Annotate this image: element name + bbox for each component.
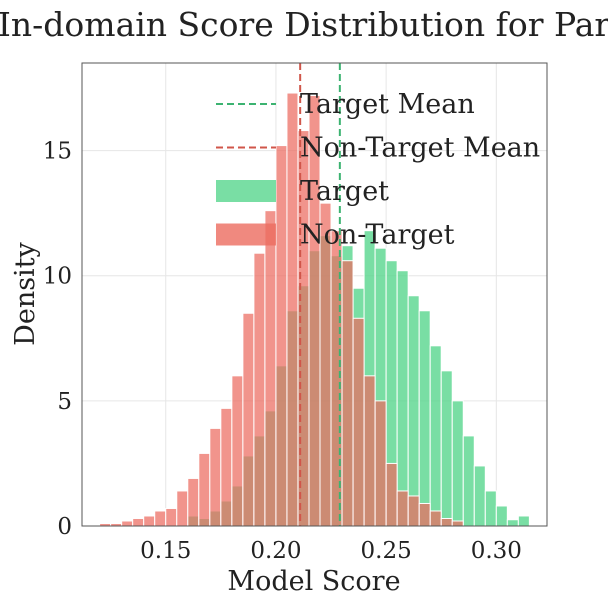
histogram-bar [363,375,376,527]
histogram-bar [407,495,420,527]
histogram-bar [517,515,530,527]
chart-title: In-domain Score Distribution for Park [0,5,608,44]
legend-item: Target [216,176,389,207]
legend-item: Non-Target [216,220,455,251]
histogram-bar [209,427,222,527]
legend-item: Target Mean [216,89,475,120]
histogram-bar [429,345,442,527]
histogram-bar [132,517,145,527]
histogram-bar [451,400,464,527]
histogram-bar [374,400,387,527]
plot-frame [81,62,548,527]
histogram-bar [462,435,475,527]
histogram-bar [396,490,409,527]
series-non-target [99,92,464,527]
legend-label: Target [300,176,389,207]
histogram-bar [396,270,409,527]
histogram-bar [451,520,464,527]
histogram-bar [319,202,332,527]
histogram-bar [385,462,398,527]
histogram-bar [506,519,519,527]
legend-label: Target Mean [300,89,475,120]
y-tick-label: 10 [43,264,72,290]
legend-label: Non-Target Mean [300,133,540,164]
histogram-bar [352,317,365,527]
x-tick-label: 0.25 [361,538,412,564]
legend: Target Mean Non-Target Mean Target Non-Targ… [216,89,540,251]
histogram-bar [495,505,508,527]
y-tick-label: 5 [57,389,72,415]
legend-patch-swatch [216,180,276,202]
histogram-bar [198,452,211,527]
histogram-bar [418,502,431,527]
histogram-bar [253,252,266,527]
histogram-bar [264,210,277,527]
histogram-bar [165,507,178,527]
legend-patch-swatch [216,223,276,246]
histogram-bar [275,145,288,527]
axis-ticks: 0.15 0.20 0.25 0.30 0 5 10 15 [43,139,522,564]
y-tick-label: 15 [43,139,72,165]
histogram-bar [220,407,233,527]
histogram-bar [121,520,134,527]
histogram-bar [187,477,200,527]
mean-lines [299,63,341,526]
histogram-bar [242,312,255,527]
x-tick-label: 0.15 [140,538,191,564]
histogram-bar [440,370,453,527]
histogram-bar [484,490,497,527]
histogram-bar [407,295,420,527]
histogram-bar [143,515,156,527]
histogram-bar [440,517,453,527]
histogram-bar [429,510,442,527]
histogram-bar [286,92,299,527]
legend-item: Non-Target Mean [216,133,540,164]
histogram-bar [231,375,244,527]
histogram-bar [341,260,354,527]
x-tick-label: 0.30 [471,538,522,564]
histogram-bar [418,310,431,527]
y-tick-label: 0 [57,514,72,540]
y-axis-label: Density [10,241,41,345]
histogram-bar [176,490,189,527]
histogram-bar [154,510,167,527]
histogram-bar [473,465,486,527]
x-axis-label: Model Score [227,566,400,597]
legend-label: Non-Target [300,220,455,251]
x-tick-label: 0.20 [250,538,301,564]
